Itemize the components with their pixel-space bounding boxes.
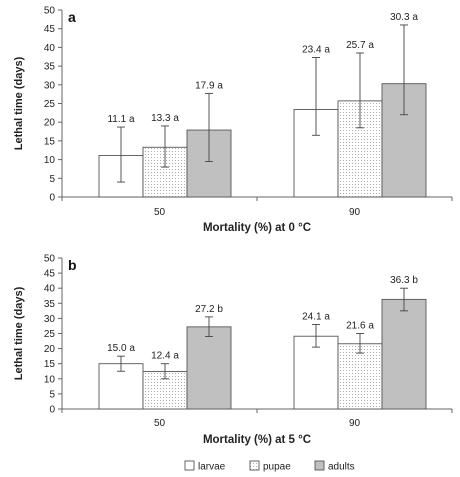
y-tick-label: 10 — [44, 155, 56, 166]
y-tick-label: 15 — [44, 359, 56, 370]
data-label: 30.3 a — [390, 12, 418, 23]
data-label: 23.4 a — [302, 44, 330, 55]
y-tick-label: 5 — [49, 389, 55, 400]
data-label: 15.0 a — [107, 343, 135, 354]
y-tick-label: 40 — [44, 284, 56, 295]
y-tick-label: 0 — [49, 193, 55, 204]
data-label: 17.9 a — [195, 80, 223, 91]
x-tick-label: 50 — [154, 207, 166, 218]
chart-panel-b: 0 5 10 15 20 25 30 35 40 45 50 Lethal time (days) b 5… — [13, 254, 453, 446]
bar-adults — [381, 298, 427, 410]
legend-swatch-pupae — [249, 460, 260, 471]
x-tick-label: 90 — [349, 418, 361, 429]
panel-label: b — [68, 257, 77, 273]
y-tick-label: 50 — [44, 254, 56, 265]
data-label: 24.1 a — [302, 311, 330, 322]
y-tick-label: 45 — [44, 269, 56, 280]
y-tick-label: 40 — [44, 43, 56, 54]
y-tick-label: 35 — [44, 299, 56, 310]
legend-label-adults: adults — [328, 462, 355, 473]
bar-adults — [186, 326, 232, 410]
data-label: 21.6 a — [346, 321, 374, 332]
data-label: 36.3 b — [390, 275, 418, 286]
chart-panel-a: 0 5 10 15 20 25 30 35 40 45 50 Lethal time (days) a 5… — [13, 6, 453, 234]
legend-label-pupae: pupae — [263, 462, 291, 473]
x-axis-label: Mortality (%) at 5 °C — [203, 434, 311, 446]
y-tick-label: 0 — [49, 405, 55, 416]
data-label: 12.4 a — [151, 351, 179, 362]
y-tick-label: 15 — [44, 136, 56, 147]
y-tick-label: 10 — [44, 374, 56, 385]
y-tick-label: 35 — [44, 62, 56, 73]
y-tick-label: 50 — [44, 6, 56, 17]
data-label: 11.1 a — [107, 114, 134, 125]
data-label: 13.3 a — [151, 113, 179, 124]
x-axis-label: Mortality (%) at 0 °C — [203, 222, 311, 234]
bar-larvae — [293, 335, 339, 410]
legend-swatch-larvae — [184, 460, 195, 471]
legend-label-larvae: larvae — [198, 462, 226, 473]
data-label: 25.7 a — [346, 40, 374, 51]
y-tick-label: 25 — [44, 329, 56, 340]
legend-swatch-adults — [314, 460, 325, 471]
legend: larvae pupae adults — [184, 460, 355, 473]
y-tick-label: 30 — [44, 80, 56, 91]
data-label: 27.2 b — [195, 304, 223, 315]
x-tick-label: 50 — [154, 418, 166, 429]
panel-label: a — [68, 9, 76, 25]
y-tick-label: 20 — [44, 118, 56, 129]
x-tick-label: 90 — [349, 207, 361, 218]
y-tick-label: 30 — [44, 314, 56, 325]
y-tick-label: 45 — [44, 24, 56, 35]
y-tick-label: 5 — [49, 174, 55, 185]
y-axis-label: Lethal time (days) — [13, 286, 25, 380]
y-tick-label: 25 — [44, 99, 56, 110]
y-axis-label: Lethal time (days) — [13, 56, 25, 150]
y-tick-label: 20 — [44, 344, 56, 355]
